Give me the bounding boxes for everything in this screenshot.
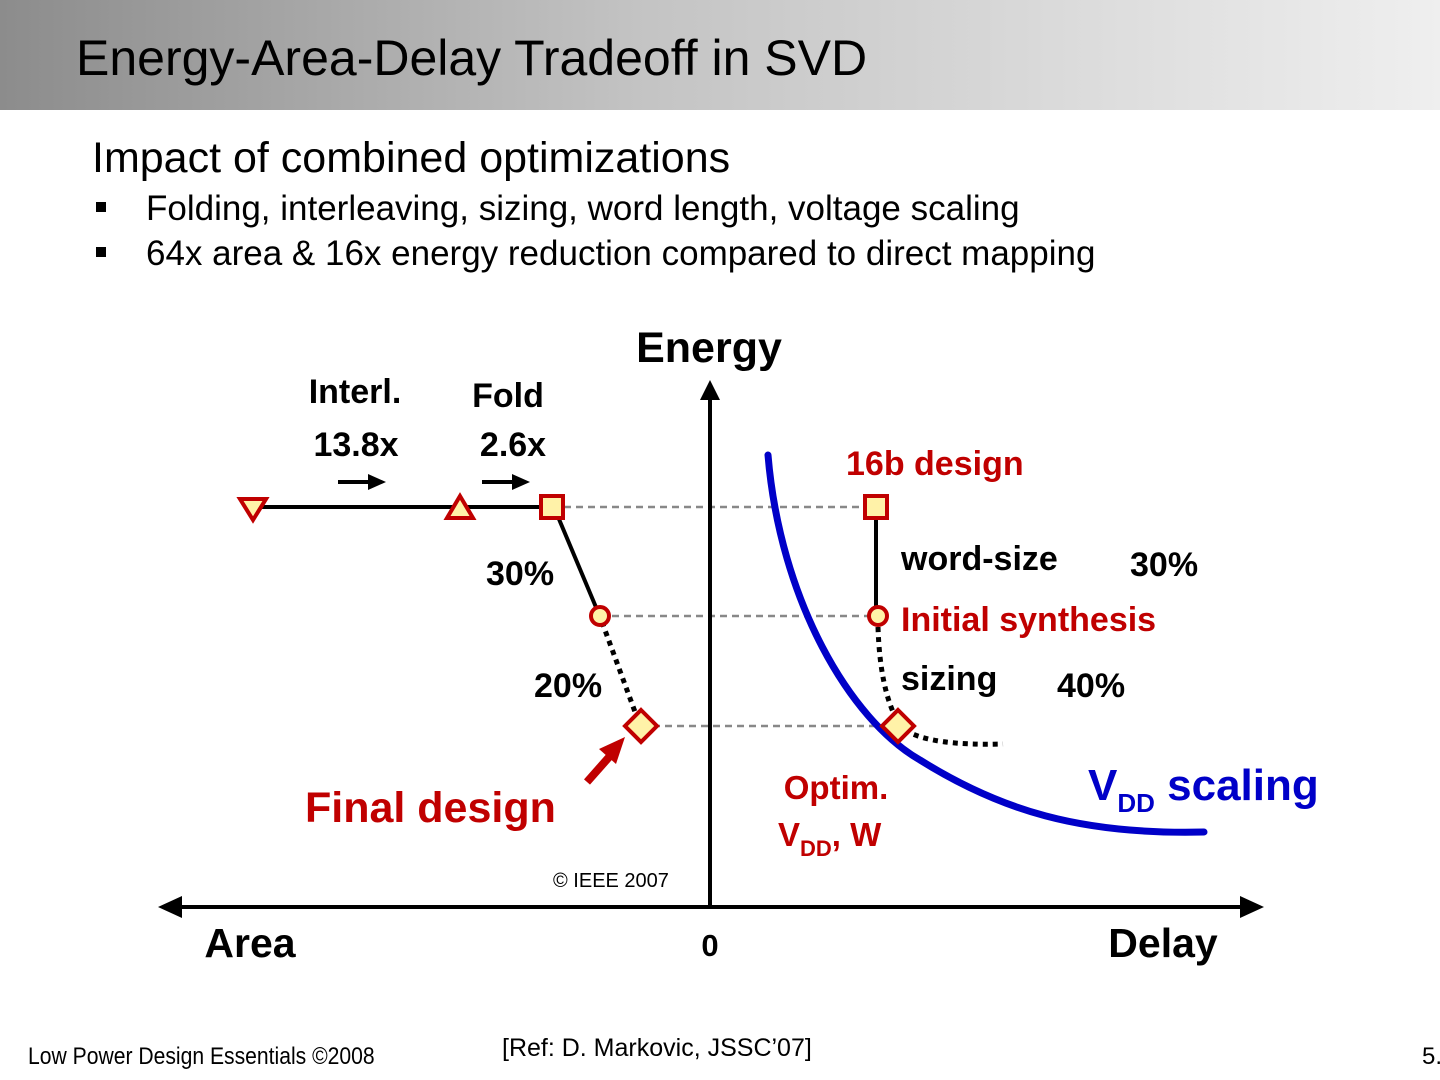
fold-label: Fold (472, 377, 544, 415)
title-bar (0, 0, 1440, 110)
area-path-wordsize (554, 511, 600, 613)
delay-axis-label: Delay (1108, 920, 1218, 966)
slide-title: Energy-Area-Delay Tradeoff in SVD (76, 30, 868, 86)
area-initial-marker-icon (589, 605, 611, 627)
area-axis-label: Area (204, 920, 296, 966)
fold-arrow-icon (512, 474, 530, 490)
bullet-square-icon (96, 247, 106, 257)
delay-16b-marker-icon (863, 494, 889, 520)
delay-axis-arrowhead (1240, 896, 1264, 918)
footer-course-label: Low Power Design Essentials ©2008 (28, 1043, 375, 1070)
interl-arrow-icon (368, 474, 386, 490)
vdd-scaling-curve (764, 451, 1208, 836)
interl-label: Interl. (309, 373, 402, 411)
vdd-v: V (1088, 761, 1118, 810)
area-16b-marker-icon (539, 494, 565, 520)
energy-axis-label: Energy (636, 324, 782, 372)
interleave-start-marker-icon (236, 497, 270, 524)
word-size-label: word-size (900, 540, 1058, 578)
area-final-marker-icon (622, 707, 660, 745)
delay-final-marker-icon (879, 707, 917, 745)
slide-subtitle: Impact of combined optimizations (92, 134, 731, 182)
optim-label-line2: VDD, W (778, 816, 882, 861)
fold-value: 2.6x (480, 426, 546, 464)
bullet-list: Folding, interleaving, sizing, word leng… (92, 186, 1095, 276)
energy-axis-arrowhead (700, 380, 720, 400)
optim-label-line1: Optim. (784, 769, 889, 806)
bullet-item: 64x area & 16x energy reduction compared… (92, 231, 1095, 276)
optim-v: V (778, 816, 800, 853)
final-design-arrow-shaft (584, 753, 613, 785)
vdd-rest: scaling (1155, 761, 1319, 810)
delay-path-vdd (903, 727, 1004, 747)
final-design-arrow-icon (599, 737, 625, 764)
bullet-text: 64x area & 16x energy reduction compared… (146, 234, 1096, 273)
footer-reference: [Ref: D. Markovic, JSSC’07] (502, 1034, 812, 1062)
vdd-subscript: DD (1117, 788, 1155, 818)
initial-synthesis-label: Initial synthesis (901, 601, 1156, 639)
word-size-percent: 30% (1130, 546, 1198, 584)
sizing-label: sizing (901, 660, 997, 698)
area-axis-arrowhead (158, 896, 182, 918)
origin-label: 0 (701, 928, 718, 963)
bullet-text: Folding, interleaving, sizing, word leng… (146, 189, 1020, 228)
copyright-label: © IEEE 2007 (553, 870, 669, 892)
optim-subscript: DD (800, 836, 832, 861)
delay-path-sizing (875, 626, 901, 724)
design-16b-label: 16b design (846, 445, 1024, 483)
bullet-item: Folding, interleaving, sizing, word leng… (92, 186, 1095, 231)
area-wordsize-percent: 30% (486, 555, 554, 593)
vdd-scaling-label: VDD scaling (1088, 761, 1319, 818)
area-sizing-percent: 20% (534, 667, 602, 705)
fold-start-marker-icon (443, 492, 477, 520)
delay-initial-marker-icon (867, 605, 889, 627)
bullet-square-icon (96, 202, 106, 212)
final-design-label: Final design (305, 784, 556, 832)
optim-rest: , W (832, 816, 882, 853)
area-path-sizing (599, 621, 641, 721)
sizing-percent: 40% (1057, 667, 1125, 705)
footer-page-number: 5. (1422, 1043, 1440, 1070)
interl-value: 13.8x (313, 426, 398, 464)
